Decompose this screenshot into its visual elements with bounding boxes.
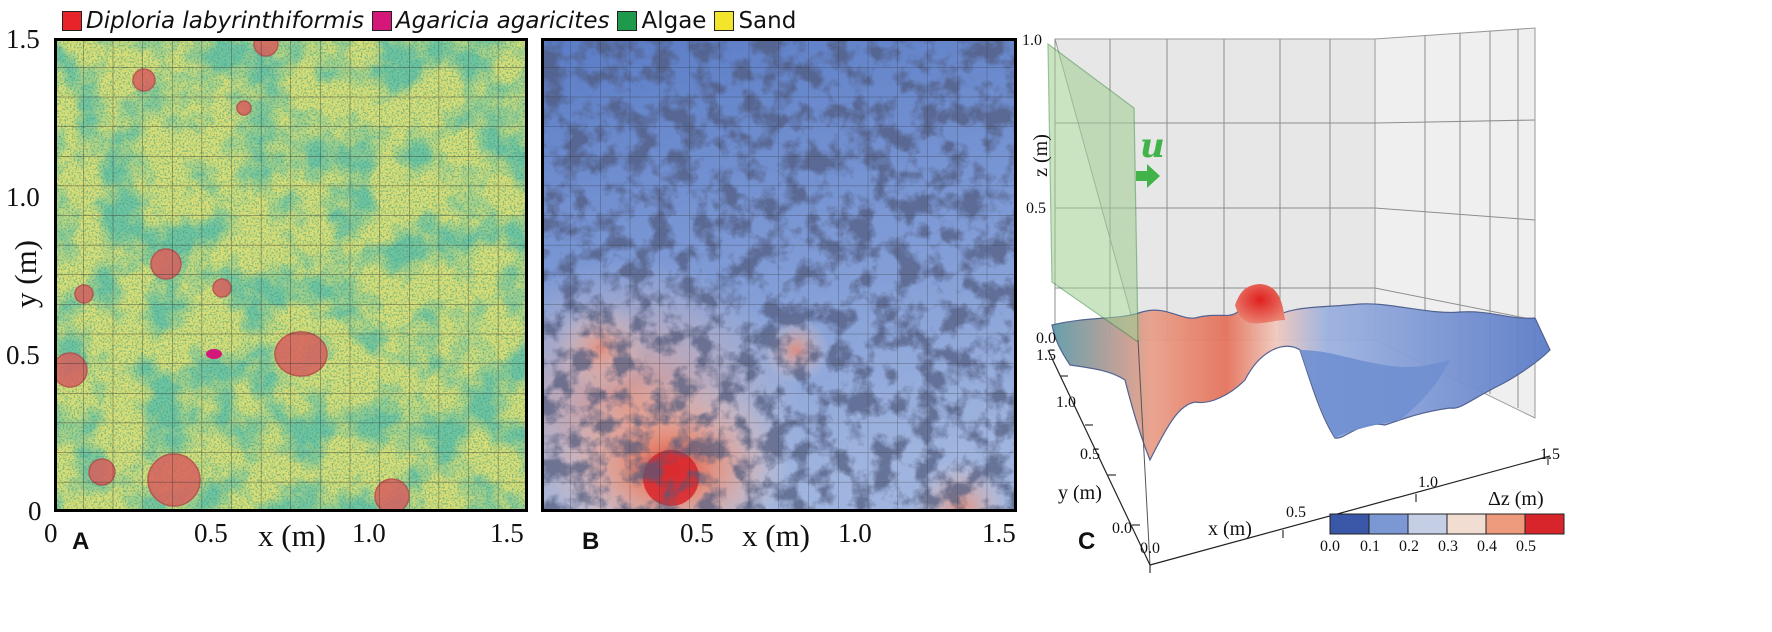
- panel-b-xtick: 1.5: [982, 518, 1016, 548]
- panel-a-xlabel: x (m): [258, 518, 327, 553]
- colorbar-tick: 0.0: [1320, 538, 1340, 555]
- panel-a-map: [54, 38, 528, 512]
- panel-c-3d-surface: [1047, 27, 1565, 573]
- legend-item-sand: Sand: [714, 8, 796, 34]
- colorbar-tick: 0.2: [1399, 538, 1419, 555]
- panel-b-label: B: [582, 528, 600, 555]
- panel-c-xtick: 0.0: [1140, 540, 1160, 557]
- colorbar-tick: 0.3: [1438, 538, 1458, 555]
- legend-label-sand: Sand: [738, 8, 797, 34]
- panel-c-ytick: 0.0: [1112, 520, 1132, 537]
- legend-label-agaricia: Agaricia agaricites: [395, 8, 610, 34]
- legend-item-agaricia: Agaricia agaricites: [371, 8, 610, 34]
- panel-b-map: [541, 38, 1017, 512]
- colorbar-label: Δz (m): [1488, 488, 1544, 510]
- panel-c-ytick: 1.0: [1056, 394, 1076, 411]
- panel-c-xtick: 1.5: [1540, 446, 1560, 463]
- panel-a-label: A: [72, 528, 90, 555]
- panel-c-ztick: 0.0: [1036, 330, 1056, 347]
- panel-c-label: C: [1078, 528, 1096, 555]
- panel-c-zlabel: z (m): [1029, 134, 1052, 177]
- legend-item-diploria: Diploria labyrinthiformis: [62, 8, 364, 34]
- panel-b-xlabel: x (m): [742, 518, 811, 553]
- panel-c-ztick: 0.5: [1026, 200, 1046, 217]
- panel-a-xtick: 0: [44, 518, 58, 548]
- legend-label-algae: Algae: [641, 8, 707, 34]
- panel-a-xtick: 1.0: [352, 518, 386, 548]
- panel-a-ylabel: y (m): [8, 239, 44, 309]
- colorbar: [1329, 513, 1565, 535]
- legend-label-diploria: Diploria labyrinthiformis: [86, 8, 364, 34]
- colorbar-tick: 0.4: [1477, 538, 1497, 555]
- panel-c-ytick: 0.5: [1080, 446, 1100, 463]
- panel-a-ytick: 0: [28, 496, 42, 526]
- panel-a-ytick: 1.0: [6, 182, 40, 212]
- colorbar-tick: 0.1: [1360, 538, 1380, 555]
- panel-a-xtick: 0.5: [194, 518, 228, 548]
- panel-a-ytick: 0.5: [6, 340, 40, 370]
- panel-c-xtick: 1.0: [1418, 474, 1438, 491]
- legend-swatch-agaricia: [371, 11, 392, 31]
- panel-b-xtick: 1.0: [838, 518, 872, 548]
- legend-item-algae: Algae: [617, 8, 706, 34]
- panel-c-xlabel: x (m): [1208, 518, 1252, 540]
- flow-arrow-icon: [1136, 164, 1160, 188]
- panel-c-xtick: 0.5: [1286, 504, 1306, 521]
- legend-swatch-diploria: [62, 11, 82, 31]
- panel-c-ylabel: y (m): [1058, 482, 1102, 504]
- panel-b-xtick: 0.5: [680, 518, 714, 548]
- colorbar-tick: 0.5: [1516, 538, 1536, 555]
- panel-c-ytick: 1.5: [1036, 347, 1056, 364]
- panel-c-ztick: 1.0: [1022, 32, 1042, 49]
- legend-swatch-sand: [714, 11, 735, 31]
- panel-a-xtick: 1.5: [490, 518, 524, 548]
- legend-swatch-algae: [617, 11, 638, 31]
- legend: Diploria labyrinthiformis Agaricia agari…: [62, 4, 796, 38]
- panel-c-flow-label: u: [1140, 126, 1165, 166]
- panel-a-ytick: 1.5: [6, 24, 40, 54]
